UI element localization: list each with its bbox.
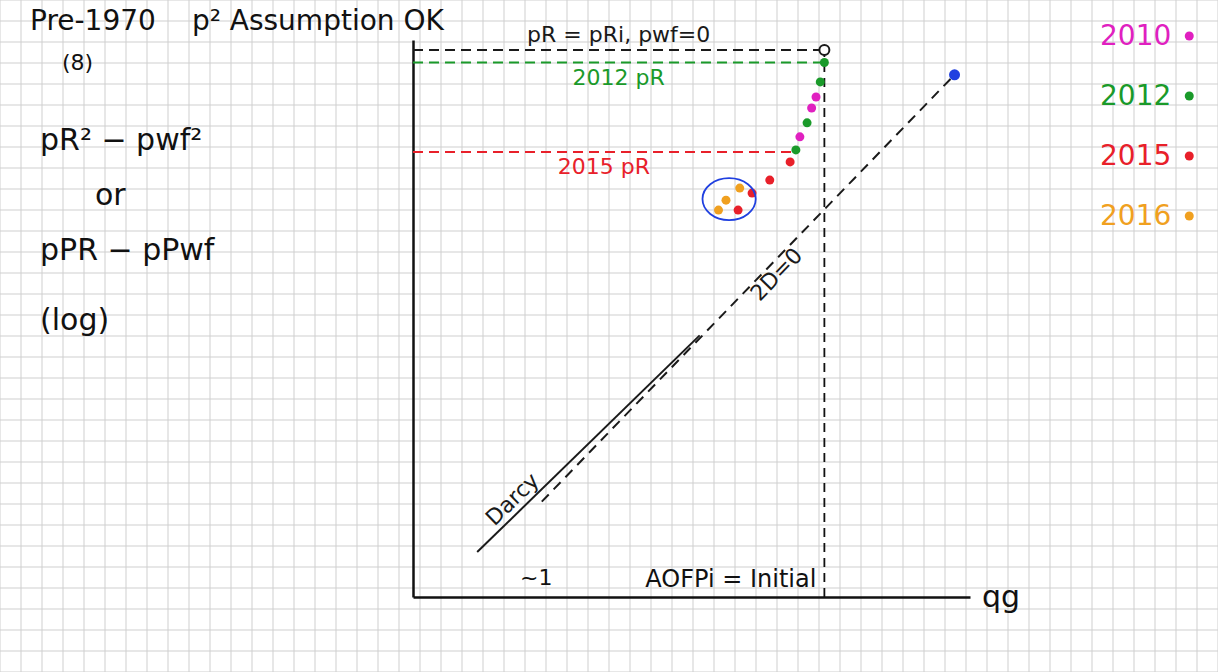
paper-line — [0, 588, 1218, 589]
paper-grid — [0, 0, 1218, 672]
paper-line — [0, 504, 1218, 505]
hline-end-marker — [819, 45, 829, 55]
scatter-point — [795, 132, 804, 141]
scatter-point — [786, 157, 795, 166]
paper-line — [0, 483, 1218, 484]
y-axis-line — [412, 41, 415, 598]
paper-line — [0, 336, 1218, 337]
paper-line — [0, 294, 1218, 295]
chart-svg: Pre-1970 p² Assumption OK (8) pR² − pwf² or p… — [0, 0, 1218, 672]
paper-line — [0, 273, 1218, 274]
y-axis-title: or — [95, 177, 126, 212]
annotation: (8) — [62, 50, 93, 75]
paper-line — [0, 651, 1218, 652]
x-axis-line — [414, 596, 971, 599]
paper-line — [0, 546, 1218, 547]
paper-line — [0, 462, 1218, 463]
series-line — [542, 75, 955, 502]
legend-marker — [1185, 152, 1194, 161]
paper-line — [0, 567, 1218, 568]
hline-label: pR = pRi, pwf=0 — [527, 22, 710, 47]
scatter-point — [721, 196, 730, 205]
legend-label: 2012 — [1100, 79, 1171, 112]
scatter-point — [807, 103, 816, 112]
series-line — [477, 335, 700, 552]
labels: AOFPi = Initial pR = pRi, pwf=0 2012 pR 201… — [481, 22, 817, 593]
y-axis-title: pPR − pPwf — [40, 232, 216, 267]
reference-hline — [413, 62, 824, 64]
legend-label: 2015 — [1100, 139, 1171, 172]
y-axis-title: pR² − pwf² — [40, 122, 202, 157]
legend-marker — [1185, 32, 1194, 41]
legend-label: 2016 — [1100, 199, 1171, 232]
reference-vline — [823, 50, 825, 597]
vline-label: AOFPi = Initial — [645, 565, 816, 593]
highlight-ellipse — [702, 178, 755, 220]
x-axis — [414, 597, 971, 598]
annotation: ~1 — [520, 565, 552, 590]
scatter-point — [803, 118, 812, 127]
y-axis — [413, 41, 414, 598]
paper-line — [0, 399, 1218, 400]
legend: 2010 2012 2015 2016 — [1100, 19, 1194, 232]
scatter-point — [714, 206, 723, 215]
y-axis-title: (log) — [40, 302, 109, 337]
paper-line — [0, 189, 1218, 190]
scatter-point — [765, 176, 774, 185]
paper-line — [0, 0, 1218, 1]
hline-label: 2015 pR — [558, 154, 650, 179]
scatter-point — [812, 93, 821, 102]
plot-area — [413, 45, 960, 597]
hline-label: 2012 pR — [573, 65, 665, 90]
paper-line — [0, 420, 1218, 421]
title: Pre-1970 — [30, 4, 156, 37]
paper-line — [0, 63, 1218, 64]
scatter-point — [735, 184, 744, 193]
scatter-point — [816, 77, 825, 86]
paper-line — [0, 525, 1218, 526]
line-label: Darcy — [481, 468, 544, 531]
subtitle: p² Assumption OK — [192, 4, 445, 37]
legend-label: 2010 — [1100, 19, 1171, 52]
paper-line — [0, 105, 1218, 106]
paper-line — [0, 357, 1218, 358]
legend-marker — [1185, 92, 1194, 101]
paper-line — [0, 630, 1218, 631]
paper-line — [0, 315, 1218, 316]
x-axis-title: qg — [982, 579, 1020, 614]
paper-line — [0, 210, 1218, 211]
legend-marker — [1185, 212, 1194, 221]
scatter-point — [820, 58, 829, 67]
marker-point — [949, 69, 960, 80]
paper-line — [0, 441, 1218, 442]
paper-line — [0, 378, 1218, 379]
paper-line — [0, 609, 1218, 610]
reference-hline — [413, 49, 824, 51]
line-label: 2D=0 — [745, 243, 807, 306]
scatter-point — [791, 145, 800, 154]
reference-hline — [413, 151, 795, 153]
scatter-point — [734, 206, 743, 215]
